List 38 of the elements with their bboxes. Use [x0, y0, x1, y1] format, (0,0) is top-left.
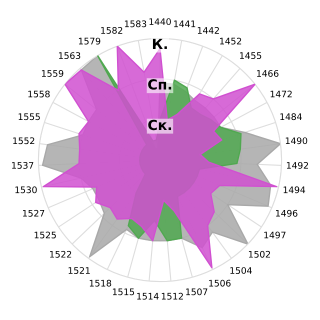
spoke-label: 1494	[284, 186, 306, 194]
y-tick-label: К.	[152, 38, 167, 49]
spoke-label: 1522	[50, 250, 72, 258]
spoke-label: 1490	[286, 137, 308, 144]
spoke-label: 1537	[12, 162, 34, 169]
spoke-label: 1492	[286, 162, 308, 169]
y-tick-label: Ск.	[148, 120, 172, 130]
spoke-label: 1452	[220, 38, 242, 45]
spoke-label: 1441	[174, 20, 196, 28]
spoke-label: 1579	[78, 38, 100, 45]
spoke-label: 1466	[257, 70, 278, 77]
spoke-label: 1527	[23, 210, 44, 217]
spoke-label: 1583	[124, 20, 146, 28]
spoke-label: 1518	[90, 280, 112, 287]
spoke-label: 1484	[280, 113, 302, 120]
spoke-label: 1555	[18, 113, 40, 120]
spoke-label: 1514	[137, 292, 159, 300]
spoke-label: 1582	[101, 26, 122, 34]
spoke-label: 1502	[248, 250, 270, 258]
spoke-label: 1440	[150, 18, 171, 26]
spoke-label: 1521	[68, 267, 90, 274]
spoke-label: 1506	[209, 280, 231, 287]
spoke-label: 1512	[162, 292, 183, 300]
spoke-label: 1497	[264, 232, 286, 238]
spoke-label: 1515	[112, 288, 134, 296]
spoke-label: 1472	[270, 90, 292, 98]
y-tick-label: Сп.	[148, 79, 172, 90]
spoke-label: 1563	[58, 52, 80, 60]
spoke-label: 1442	[198, 26, 219, 34]
spoke-label: 1552	[13, 137, 34, 144]
spoke-label: 1525	[34, 232, 56, 238]
spoke-label: 1496	[276, 210, 298, 217]
spoke-label: 1559	[42, 70, 64, 77]
spoke-label: 1530	[15, 186, 37, 194]
spoke-label: 1558	[28, 90, 50, 98]
spoke-label: 1507	[186, 288, 208, 296]
spoke-label: 1455	[240, 52, 262, 60]
spoke-label: 1504	[230, 267, 252, 274]
